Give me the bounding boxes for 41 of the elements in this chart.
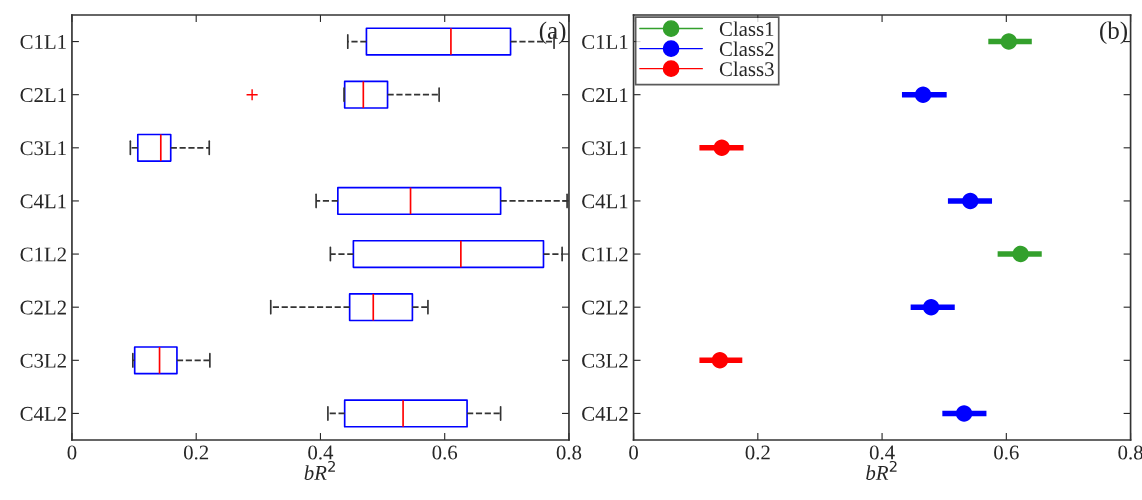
point bbox=[922, 298, 940, 316]
x-tick-label: 0.2 bbox=[183, 445, 209, 460]
point bbox=[1000, 33, 1018, 50]
x-tick-label: 0.2 bbox=[745, 445, 770, 460]
y-tick-label: C4L2 bbox=[582, 406, 628, 421]
y-tick-label: C4L1 bbox=[20, 194, 66, 209]
y-tick-label: C1L2 bbox=[582, 247, 628, 262]
y-tick-label: C2L1 bbox=[20, 88, 66, 103]
x-tick-label: 0.4 bbox=[869, 445, 895, 460]
y-tick-label: C3L1 bbox=[20, 141, 66, 156]
y-tick-label: C1L1 bbox=[20, 35, 66, 49]
y-tick-label: C1L2 bbox=[20, 247, 66, 262]
x-tick-label: 0.8 bbox=[556, 445, 582, 460]
x-tick-label: 0.4 bbox=[308, 445, 334, 460]
y-tick-label: C2L2 bbox=[20, 300, 66, 315]
point bbox=[955, 405, 973, 422]
y-tick-label: C4L1 bbox=[582, 194, 628, 209]
y-tick-label: C2L1 bbox=[582, 88, 628, 103]
point bbox=[914, 86, 932, 103]
point bbox=[713, 139, 731, 157]
y-tick-label: C1L1 bbox=[582, 35, 628, 49]
y-tick-label: C3L2 bbox=[20, 353, 66, 368]
legend-label: Class3 bbox=[719, 61, 774, 77]
x-tick-label: 0 bbox=[67, 445, 77, 460]
point bbox=[711, 352, 729, 369]
x-axis-title: bR$^{2}$ bbox=[866, 460, 897, 480]
y-tick-label: C2L2 bbox=[582, 300, 628, 315]
x-tick-label: 0.6 bbox=[994, 445, 1019, 460]
y-tick-label: C4L2 bbox=[20, 406, 66, 421]
y-tick-label: C3L2 bbox=[582, 353, 628, 368]
x-tick-label: 0.6 bbox=[432, 445, 458, 460]
x-axis-title: bR$^{2}$ bbox=[304, 460, 335, 480]
legend-label: Class1 bbox=[719, 21, 774, 37]
y-tick-label: C3L1 bbox=[582, 141, 628, 156]
point bbox=[962, 192, 979, 210]
legend-label: Class2 bbox=[719, 41, 774, 57]
x-tick-label: 0.8 bbox=[1118, 445, 1142, 460]
x-tick-label: 0 bbox=[629, 445, 638, 460]
point bbox=[1012, 245, 1029, 263]
annotation: (b) bbox=[1100, 21, 1127, 45]
annotation: (a) bbox=[539, 21, 566, 45]
